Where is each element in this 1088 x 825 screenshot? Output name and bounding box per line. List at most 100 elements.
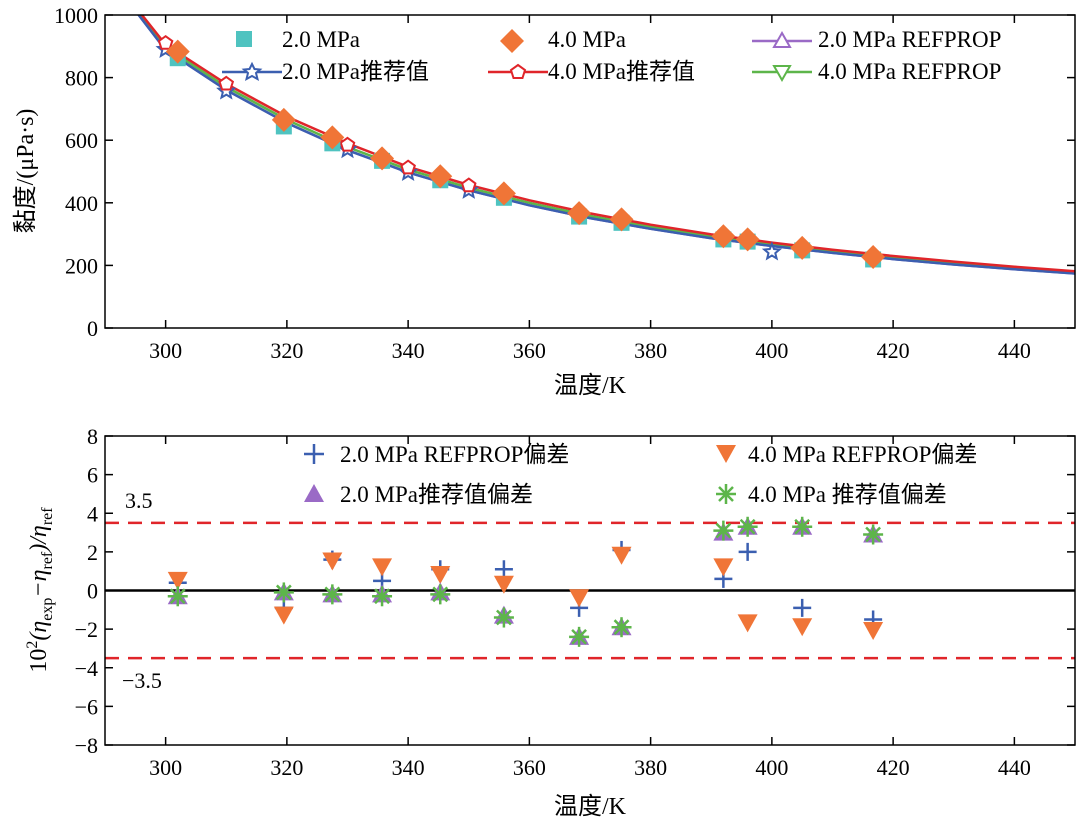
point-4-0-mpa	[372, 586, 393, 607]
legend-label-2mpa-refprop-dev: 2.0 MPa REFPROP偏差	[340, 442, 569, 467]
point-4-0-mpa	[713, 520, 734, 541]
point-2-0-mpa-refprop	[738, 542, 757, 561]
point-4-0-mpa-refprop	[322, 552, 343, 571]
viscosity-x-tick-label: 360	[513, 338, 546, 363]
point-4-0-mpa	[711, 224, 736, 249]
deviation-x-tick-label: 320	[270, 755, 303, 780]
point-4-0-mpa-refprop	[737, 614, 758, 633]
curve-2-0-mpa	[137, 15, 1075, 275]
deviation-y-tick-label: −6	[75, 694, 98, 719]
deviation-x-tick-label: 340	[392, 755, 425, 780]
point-4-0-mpa	[428, 164, 453, 189]
ylabel-sub-ref1: ref	[39, 551, 56, 569]
legend-marker-2mpa-refprop	[772, 30, 792, 48]
viscosity-y-tick-label: 800	[65, 66, 98, 91]
deviation-y-tick-label: 2	[87, 540, 98, 565]
viscosity-plot-frame	[104, 14, 1076, 329]
legend-entry-4mpa-refprop-dev: 4.0 MPa REFPROP偏差	[716, 442, 977, 467]
upper-limit-label: 3.5	[125, 488, 153, 513]
legend-label-4mpa-refprop-dev: 4.0 MPa REFPROP偏差	[748, 442, 977, 467]
deviation-axis-ticks: 300 320 340 360 380 400 420 440 −8 −6 −4 −2 0 2 4 6 8	[75, 424, 1075, 780]
curve-4-0-mpa-refprop	[138, 15, 1075, 274]
point-4-0-mpa-refprop	[863, 622, 884, 641]
point-4-0-mpa-refprop	[611, 546, 632, 565]
point-2-0-mpa-refprop	[494, 560, 513, 579]
legend-label-2mpa-recommended-dev: 2.0 MPa推荐值偏差	[340, 482, 533, 507]
point-4-0-mpa	[430, 584, 451, 605]
deviation-x-tick-label: 360	[513, 755, 546, 780]
point-4-0-mpa-refprop	[493, 575, 514, 594]
point-4-0-mpa	[370, 146, 395, 171]
deviation-y-tick-label: −2	[75, 617, 98, 642]
deviation-reference-lines	[105, 521, 1075, 660]
point-4-0-mpa	[167, 586, 188, 607]
point-4-0-mpa	[273, 582, 294, 603]
point-4-0-mpa	[863, 524, 884, 545]
deviation-panel: 300 320 340 360 380 400 420 440 −8 −6 −4 −2 0 2 4 6 8 3.…	[24, 424, 1076, 820]
point-4-0-mpa-refprop	[167, 571, 188, 590]
deviation-markers	[167, 516, 884, 647]
viscosity-y-tick-label: 0	[87, 316, 98, 341]
marker-4-0-mpa	[157, 34, 174, 50]
marker-4-0-mpa	[339, 136, 356, 152]
viscosity-panel: 300 320 340 360 380 400 420 440 0 200 400 600 800 100…	[12, 3, 1076, 399]
legend-marker-2mpa	[236, 31, 252, 47]
point-4-0-mpa	[735, 227, 760, 252]
viscosity-legend: 2.0 MPa 4.0 MPa 2.0 MPa REFPROP 2.0 MPa推…	[222, 27, 1001, 84]
deviation-legend: 2.0 MPa REFPROP偏差 4.0 MPa REFPROP偏差 2.0 …	[304, 442, 977, 507]
marker-4-0-mpa	[218, 75, 235, 91]
legend-marker-4mpa-refprop-dev	[716, 445, 736, 463]
point-4-0-mpa	[737, 516, 758, 537]
legend-label-4mpa-recommended: 4.0 MPa推荐值	[548, 59, 695, 84]
point-4-0-mpa	[491, 181, 516, 206]
legend-marker-2mpa-refprop-dev	[304, 444, 324, 464]
viscosity-x-tick-label: 380	[634, 338, 667, 363]
legend-marker-4mpa-refprop	[772, 65, 792, 83]
deviation-y-tick-label: 0	[87, 579, 98, 604]
ylabel-minus: −η	[26, 569, 52, 597]
legend-label-2mpa-refprop: 2.0 MPa REFPROP	[818, 27, 1001, 52]
deviation-x-tick-label: 300	[149, 755, 182, 780]
lower-limit-label: −3.5	[122, 668, 162, 693]
point-4-0-mpa	[861, 244, 886, 269]
viscosity-y-tick-label: 200	[65, 253, 98, 278]
viscosity-axis-ticks: 300 320 340 360 380 400 420 440 0 200 400 600 800 100…	[54, 3, 1075, 363]
deviation-x-tick-label: 400	[755, 755, 788, 780]
deviation-y-tick-label: 4	[87, 501, 98, 526]
point-4-0-mpa	[322, 584, 343, 605]
viscosity-x-tick-label: 300	[149, 338, 182, 363]
legend-entry-4mpa-recommended-dev: 4.0 MPa 推荐值偏差	[716, 482, 947, 507]
legend-entry-2mpa-recommended-dev: 2.0 MPa推荐值偏差	[304, 482, 533, 507]
point-4-0-mpa	[271, 107, 296, 132]
marker-2-0-mpa	[761, 241, 782, 261]
deviation-y-tick-label: 6	[87, 463, 98, 488]
point-4-0-mpa-refprop	[430, 566, 451, 585]
legend-entry-4mpa-refprop: 4.0 MPa REFPROP	[752, 59, 1001, 84]
point-4-0-mpa	[609, 207, 634, 232]
point-4-0-mpa	[792, 516, 813, 537]
legend-label-4mpa: 4.0 MPa	[548, 27, 626, 52]
ylabel-sub-exp: exp	[39, 598, 56, 621]
viscosity-x-tick-label: 320	[270, 338, 303, 363]
marker-4-0-mpa	[460, 177, 477, 193]
viscosity-x-axis-label: 温度/K	[554, 372, 627, 399]
deviation-x-tick-label: 440	[998, 755, 1031, 780]
point-4-0-mpa	[569, 626, 590, 647]
point-4-0-mpa-refprop	[792, 618, 813, 637]
point-4-0-mpa	[493, 607, 514, 628]
marker-4-0-mpa	[400, 159, 416, 175]
point-4-0-mpa	[567, 201, 592, 226]
point-4-0-mpa	[611, 617, 632, 638]
legend-label-4mpa-refprop: 4.0 MPa REFPROP	[818, 59, 1001, 84]
legend-label-2mpa-recommended: 2.0 MPa推荐值	[282, 59, 429, 84]
legend-entry-2mpa: 2.0 MPa	[236, 27, 360, 52]
legend-marker-4mpa	[500, 29, 524, 53]
legend-entry-2mpa-recommended: 2.0 MPa推荐值	[222, 59, 429, 84]
point-4-0-mpa	[165, 39, 190, 64]
deviation-y-axis-label: 102(ηexp−ηref)/ηref	[24, 507, 56, 673]
ylabel-open: (η	[26, 621, 52, 641]
viscosity-markers	[155, 34, 886, 269]
deviation-y-tick-label: 8	[87, 424, 98, 449]
legend-marker-2mpa-recommended-dev	[304, 484, 324, 502]
